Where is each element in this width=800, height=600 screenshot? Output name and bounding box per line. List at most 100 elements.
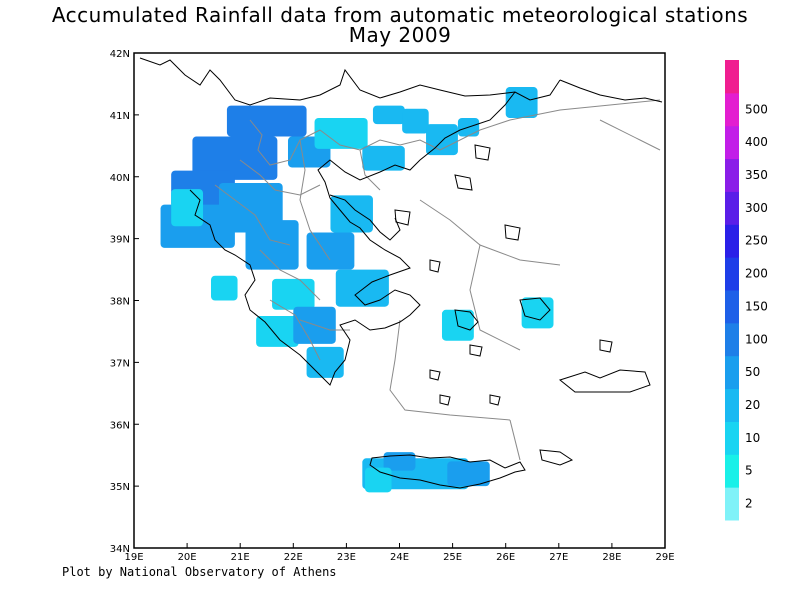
y-tick-label: 37N — [110, 358, 130, 369]
legend-swatch — [725, 421, 739, 455]
x-tick-label: 28E — [602, 552, 621, 563]
color-legend: 2 5 10 20 50 100 150 200 250 300 350 400 500 — [725, 60, 768, 521]
rainfall-overlay — [160, 87, 554, 493]
y-tick-label: 35N — [110, 482, 130, 493]
legend-label: 50 — [745, 365, 760, 379]
attribution-text: Plot by National Observatory of Athens — [62, 565, 337, 579]
legend-swatch — [725, 92, 739, 127]
coastline — [369, 454, 526, 489]
border-line — [419, 199, 561, 266]
legend-label: 350 — [745, 168, 768, 182]
border-line — [509, 419, 521, 461]
rain-cell — [426, 124, 458, 156]
island — [489, 394, 501, 406]
rain-cell — [521, 297, 554, 329]
legend-swatch — [725, 290, 739, 324]
legend-label: 300 — [745, 201, 768, 215]
y-tick-label: 41N — [110, 111, 130, 122]
rain-cell — [171, 189, 204, 227]
legend-swatch — [725, 388, 739, 422]
border-line — [399, 139, 441, 151]
rain-cell — [402, 108, 429, 134]
border-line — [469, 244, 521, 351]
rain-cell — [330, 195, 373, 233]
y-tick-label: 40N — [110, 173, 130, 184]
coastline — [189, 91, 516, 386]
island — [519, 297, 551, 321]
x-tick-label: 20E — [178, 552, 197, 563]
rain-cell — [210, 275, 238, 301]
border-line — [299, 139, 331, 261]
rain-cell — [306, 232, 355, 270]
legend-swatch — [725, 60, 739, 94]
y-tick-label: 34N — [110, 544, 130, 555]
island — [474, 144, 491, 161]
island — [599, 339, 613, 353]
border-line — [599, 119, 661, 151]
y-tick-label: 39N — [110, 235, 130, 246]
legend-swatch — [725, 257, 739, 291]
chart-title: Accumulated Rainfall data from automatic… — [51, 3, 749, 27]
rain-cell — [362, 145, 405, 171]
x-tick-label: 25E — [443, 552, 462, 563]
island — [504, 224, 521, 241]
legend-swatch — [725, 158, 739, 192]
y-tick-label: 38N — [110, 297, 130, 308]
legend-label: 250 — [745, 234, 768, 248]
prefecture-borders — [214, 99, 661, 461]
rain-cell — [245, 220, 299, 270]
legend-label: 400 — [745, 135, 768, 149]
rain-cell — [372, 105, 405, 125]
legend-label: 2 — [745, 497, 753, 511]
legend-label: 20 — [745, 398, 760, 412]
island — [429, 369, 441, 381]
border-line — [239, 159, 321, 196]
border-line — [259, 249, 321, 301]
x-tick-label: 19E — [124, 552, 143, 563]
rain-cell — [272, 278, 315, 310]
x-tick-label: 22E — [284, 552, 303, 563]
island — [558, 369, 651, 393]
x-tick-label: 29E — [655, 552, 674, 563]
legend-label: 200 — [745, 267, 768, 281]
border-line — [214, 184, 291, 246]
legend-label: 500 — [745, 102, 768, 116]
border-line — [359, 149, 381, 191]
island — [454, 174, 473, 191]
island — [469, 344, 483, 357]
chart-subtitle: May 2009 — [348, 23, 452, 47]
rain-cell — [192, 136, 278, 180]
y-tick-label: 42N — [110, 49, 130, 60]
island — [539, 449, 574, 466]
legend-swatch — [725, 224, 739, 258]
x-tick-label: 24E — [390, 552, 409, 563]
x-tick-label: 26E — [496, 552, 515, 563]
coastline — [329, 194, 401, 241]
coastline — [139, 57, 561, 106]
border-line — [269, 299, 321, 361]
y-tick-label: 36N — [110, 420, 130, 431]
legend-label: 10 — [745, 431, 760, 445]
coastline — [559, 79, 663, 103]
legend-swatch — [725, 355, 739, 390]
island — [394, 209, 411, 226]
legend-label: 100 — [745, 332, 768, 346]
island — [454, 309, 479, 331]
rain-cell — [335, 269, 389, 307]
legend-label: 5 — [745, 464, 753, 478]
map-axes: 19E 20E 21E 22E 23E 24E 25E 26E 27E 28E 29E 34N 35N 3… — [110, 49, 675, 563]
x-tick-label: 21E — [231, 552, 250, 563]
island — [439, 394, 451, 406]
legend-swatch — [725, 125, 739, 160]
legend-label: 150 — [745, 299, 768, 313]
x-tick-label: 23E — [337, 552, 356, 563]
legend-swatch — [725, 487, 739, 521]
legend-swatch — [725, 322, 739, 357]
border-line — [439, 99, 661, 151]
x-tick-label: 27E — [549, 552, 568, 563]
rain-cell — [383, 452, 416, 471]
rain-cell — [226, 105, 307, 137]
rain-cell — [314, 117, 368, 149]
legend-swatch — [725, 454, 739, 488]
